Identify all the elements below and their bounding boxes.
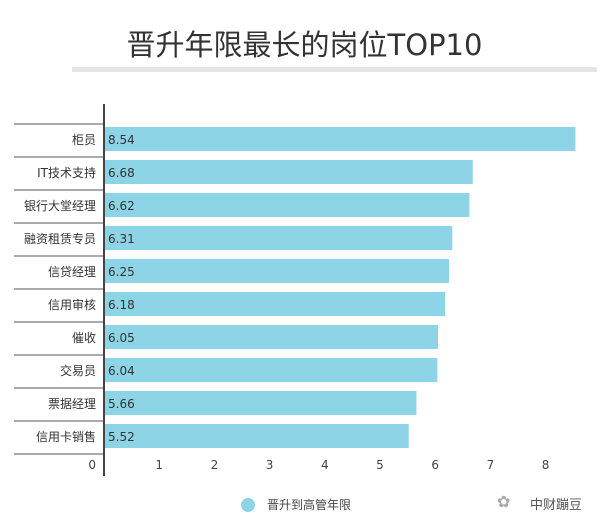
data-label: 6.25 [108,265,135,279]
bar [104,226,453,250]
x-tick-label: 5 [376,458,384,472]
bar [104,259,449,283]
title-divider [72,67,597,72]
category-label: 银行大堂经理 [24,199,96,213]
bar [104,424,409,448]
bar [104,292,446,316]
category-label: 票据经理 [48,397,96,411]
legend-label: 晋升到高管年限 [267,498,352,512]
legend: 晋升到高管年限 [241,496,351,513]
data-label: 6.05 [108,331,135,345]
data-label: 6.18 [108,298,135,312]
data-label: 5.66 [108,397,135,411]
x-tick-label: 4 [321,458,329,472]
x-tick-label: 1 [155,458,163,472]
bar [104,391,417,415]
data-label: 6.68 [108,166,135,180]
category-label: 催收 [72,331,96,345]
category-label: IT技术支持 [37,165,96,180]
bar [104,193,470,217]
chart-title: 晋升年限最长的岗位TOP10 [126,28,483,62]
data-label: 5.52 [108,430,135,444]
data-label: 6.04 [108,364,135,378]
category-label: 交易员 [60,363,96,378]
x-tick-label: 6 [431,458,439,472]
bar [104,325,438,349]
bar [104,160,473,184]
category-label: 融资租赁专员 [24,231,96,246]
bar [104,358,438,382]
x-tick-label: 3 [266,458,274,472]
category-label: 柜员 [72,133,96,147]
x-tick-label: 0 [88,458,96,472]
bar [104,127,576,151]
category-label: 信用卡销售 [36,429,96,444]
category-label: 信用审核 [48,297,96,312]
x-tick-label: 7 [487,458,495,472]
x-tick-label: 2 [211,458,219,472]
category-label: 信贷经理 [48,265,96,279]
x-tick-label: 8 [542,458,550,472]
data-label: 6.31 [108,232,135,246]
wechat-icon: ✿ [497,492,511,511]
data-label: 6.62 [108,199,135,213]
legend-marker [241,497,255,512]
data-label: 8.54 [108,133,135,147]
watermark: 中财蹦豆 [530,498,583,513]
